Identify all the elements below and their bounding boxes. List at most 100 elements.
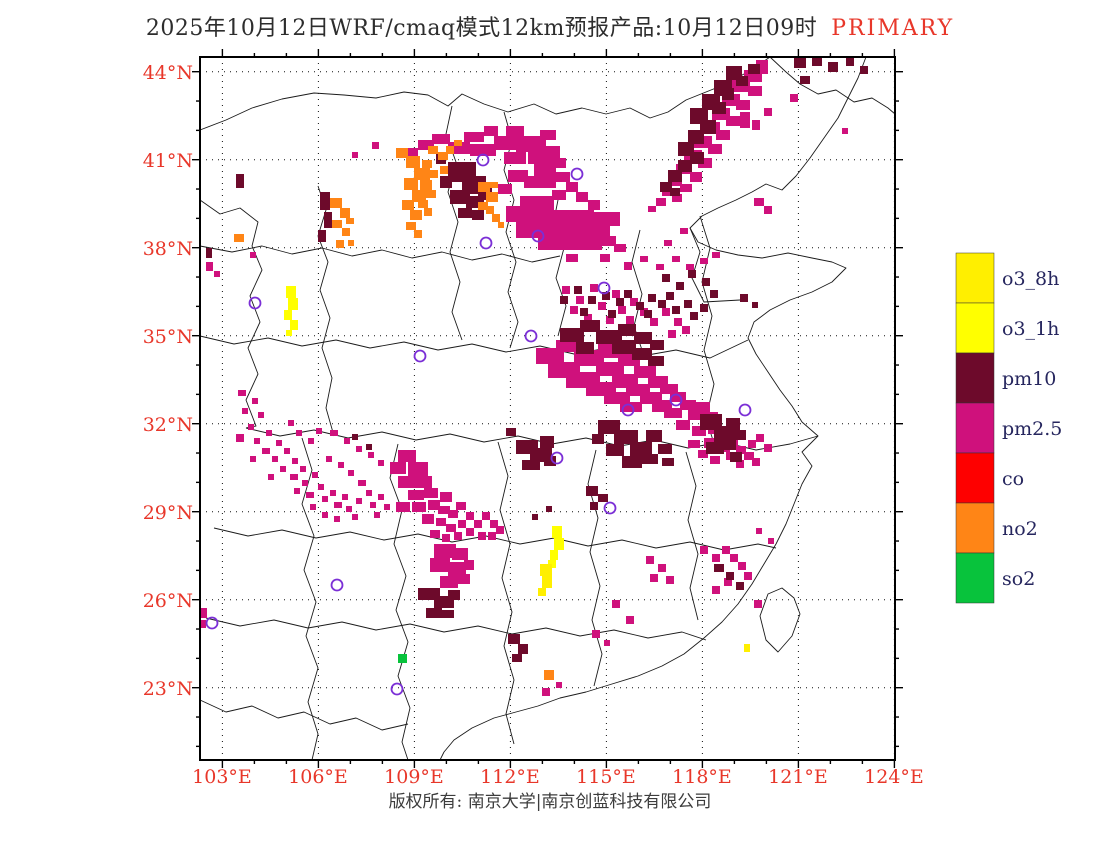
cell-no2 — [426, 190, 436, 198]
cell-pm2.5 — [284, 448, 290, 454]
cell-pm2.5 — [656, 264, 664, 270]
cell-pm2.5 — [334, 502, 342, 508]
boundary-line — [497, 441, 515, 745]
cell-pm10 — [544, 456, 556, 466]
cell-pm10 — [580, 320, 600, 332]
cell-pm2.5 — [716, 130, 730, 140]
cell-no2 — [418, 200, 428, 208]
cell-pm10 — [644, 310, 652, 318]
station-marker — [476, 153, 490, 167]
cell-pm10 — [518, 644, 528, 654]
cell-pm2.5 — [676, 420, 690, 430]
cell-no2 — [498, 222, 504, 228]
legend: o3_8h o3_1h pm10 pm2.5 co no2 so2 — [955, 252, 1062, 604]
legend-label-co: co — [1002, 468, 1024, 490]
cell-pm2.5 — [640, 256, 648, 262]
cell-pm2.5 — [436, 518, 446, 526]
cell-pm10 — [740, 294, 748, 302]
cell-pm2.5 — [576, 296, 584, 304]
cell-pm2.5 — [484, 126, 498, 136]
cell-pm2.5 — [692, 426, 706, 436]
cell-pm10 — [666, 292, 674, 300]
cell-pm10 — [700, 304, 708, 312]
cell-pm2.5 — [606, 316, 614, 324]
station-marker — [390, 682, 404, 696]
cell-pm10 — [794, 58, 806, 68]
cell-pm10 — [688, 270, 696, 278]
cell-pm2.5 — [316, 428, 322, 434]
cell-no2 — [414, 230, 422, 238]
cell-pm10 — [722, 88, 734, 100]
cell-pm10 — [616, 298, 624, 306]
cell-pm10 — [648, 294, 656, 302]
copyright-footer: 版权所有: 南京大学|南京创蓝科技有限公司 — [388, 792, 712, 812]
cell-pm10 — [592, 434, 604, 444]
cell-pm10 — [352, 434, 358, 440]
cell-o3_8h — [542, 576, 552, 588]
station-marker — [413, 349, 427, 363]
cell-no2 — [486, 206, 494, 214]
cell-pm10 — [324, 212, 332, 228]
lon-tick-label: 109°E — [384, 766, 444, 788]
cell-o3_8h — [538, 588, 546, 596]
cell-pm10 — [442, 610, 454, 618]
cell-pm2.5 — [372, 142, 379, 149]
cell-pm10 — [748, 64, 760, 74]
cell-pm2.5 — [712, 586, 720, 594]
cell-so2 — [398, 654, 407, 663]
cell-pm2.5 — [556, 682, 562, 688]
cell-pm2.5 — [438, 506, 450, 514]
cell-pm2.5 — [570, 306, 578, 314]
cell-pm10 — [688, 130, 704, 144]
cell-pm2.5 — [408, 490, 424, 500]
cell-pm2.5 — [250, 252, 256, 258]
legend-swatch-pm25 — [955, 402, 995, 454]
cell-pm2.5 — [730, 554, 738, 562]
cell-pm2.5 — [504, 152, 526, 164]
legend-label-o3-8h: o3_8h — [1002, 268, 1059, 290]
cell-no2 — [412, 190, 426, 202]
cell-pm2.5 — [508, 170, 528, 182]
station-marker — [738, 403, 752, 417]
cell-pm2.5 — [448, 562, 466, 576]
cell-pm2.5 — [756, 434, 764, 442]
cell-pm2.5 — [566, 182, 578, 192]
boundary-line — [389, 443, 411, 761]
cell-pm2.5 — [736, 100, 750, 110]
cell-pm2.5 — [334, 516, 340, 522]
lat-tick-label: 35°N — [143, 326, 193, 348]
cell-pm10 — [586, 486, 598, 496]
cell-pm10 — [576, 342, 594, 354]
cell-pm10 — [624, 290, 632, 298]
cell-pm2.5 — [464, 132, 484, 142]
legend-label-pm10: pm10 — [1002, 368, 1056, 390]
cell-pm2.5 — [418, 140, 434, 150]
lat-tick-label: 32°N — [143, 414, 193, 436]
cell-pm2.5 — [330, 490, 336, 496]
cell-pm2.5 — [248, 424, 254, 430]
cell-pm10 — [658, 300, 666, 308]
cell-pm2.5 — [516, 136, 546, 152]
cell-pm10 — [736, 582, 744, 590]
lon-tick-label: 124°E — [864, 766, 924, 788]
cell-pm2.5 — [470, 144, 496, 156]
cell-no2 — [234, 234, 244, 242]
boundary-line — [199, 245, 561, 263]
cell-pm2.5 — [242, 408, 248, 414]
longitude-axis: 103°E 106°E 109°E 112°E 115°E 118°E 121°… — [192, 766, 924, 788]
cell-pm10 — [828, 62, 838, 72]
cell-pm2.5 — [352, 514, 358, 520]
cell-pm2.5 — [700, 546, 708, 554]
cell-pm2.5 — [624, 262, 632, 270]
cell-pm2.5 — [498, 184, 512, 194]
cell-pm2.5 — [710, 456, 720, 464]
cell-pm10 — [650, 340, 664, 350]
cell-pm10 — [812, 58, 822, 66]
cell-pm2.5 — [604, 392, 630, 404]
cell-pm10 — [622, 456, 642, 468]
cell-pm2.5 — [424, 488, 438, 498]
cell-pm2.5 — [524, 176, 542, 188]
cell-pm2.5 — [686, 264, 694, 270]
cell-pm2.5 — [690, 172, 702, 182]
